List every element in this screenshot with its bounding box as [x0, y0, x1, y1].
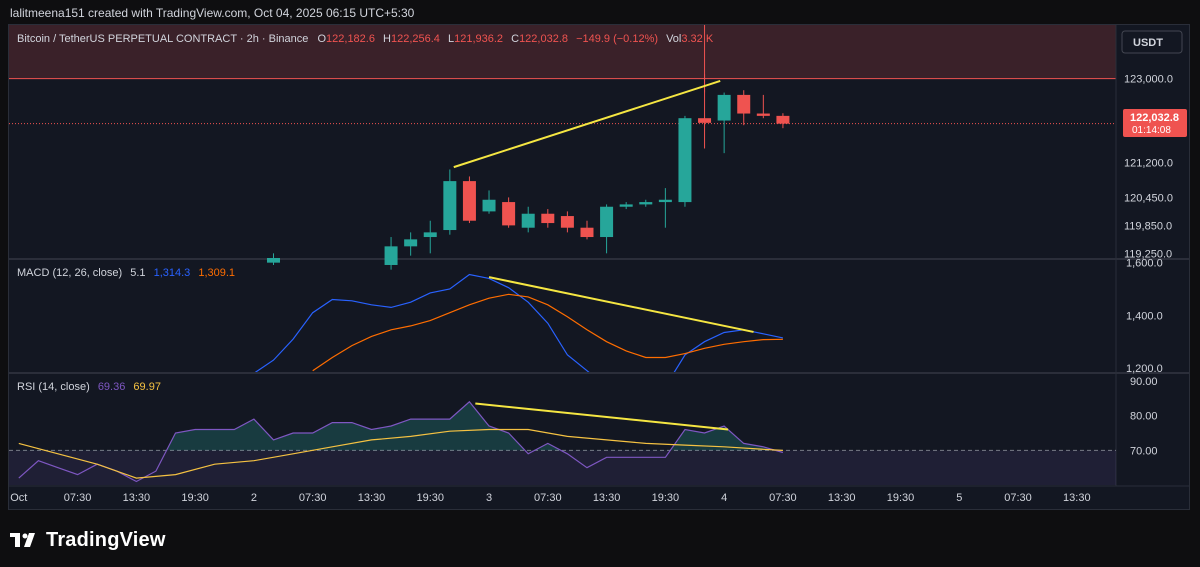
author-bar: lalitmeena151 created with TradingView.c… [0, 0, 1200, 24]
rsi-ma-value: 69.97 [133, 381, 161, 393]
time-tick-label-16: 5 [956, 492, 962, 504]
time-tick-label-6: 13:30 [358, 492, 386, 504]
time-tick-label-17: 07:30 [1004, 492, 1032, 504]
time-tick-label-12: 4 [721, 492, 727, 504]
tradingview-brand-name: TradingView [46, 528, 166, 551]
rsi-tick-label-1: 80.00 [1130, 411, 1158, 423]
macd-tick-label-0: 1,200.0 [1126, 363, 1163, 375]
macd-signal-line [312, 293, 783, 372]
high-label: H [383, 33, 391, 45]
price-tick-label-2: 120,450.0 [1124, 192, 1173, 204]
rsi-line [18, 400, 784, 483]
high-value: 122,256.4 [391, 33, 440, 45]
svg-text:RSI (14, close) 69.36: RSI (14, close) 69.36 69.97 [17, 381, 161, 393]
candle-body-8 [521, 213, 535, 228]
macd-signal-value: 1,309.1 [198, 267, 235, 279]
time-tick-label-14: 13:30 [828, 492, 856, 504]
macd-line [254, 273, 784, 372]
time-tick-label-1: 07:30 [64, 492, 92, 504]
candle-body-14 [639, 202, 653, 205]
change-value: −149.9 (−0.12%) [576, 33, 658, 45]
candle-body-1 [384, 246, 398, 265]
rsi-tick-label-0: 70.00 [1130, 445, 1158, 457]
currency-button-label[interactable]: USDT [1133, 37, 1163, 49]
candle-body-13 [619, 204, 633, 207]
price-tick-label-4: 123,000.0 [1124, 74, 1173, 86]
low-label: L [448, 33, 454, 45]
price-tick-label-3: 121,200.0 [1124, 157, 1173, 169]
time-tick-label-2: 13:30 [123, 492, 151, 504]
chart-svg[interactable]: 119,250.0 119,850.0 120,450.0 121,200.0 123,… [9, 25, 1189, 509]
time-tick-label-10: 13:30 [593, 492, 621, 504]
volume-value: 3.32 K [681, 33, 713, 45]
svg-text:MACD (12, 26, close) 5: MACD (12, 26, close) 5.1 1,314.3 1,309.1 [17, 267, 235, 279]
volume-label: Vol [666, 33, 681, 45]
time-tick-label-4: 2 [251, 492, 257, 504]
last-price-countdown: 01:14:08 [1132, 125, 1171, 136]
time-tick-label-11: 19:30 [652, 492, 680, 504]
candle-body-2 [404, 239, 418, 247]
candle-body-12 [600, 206, 614, 238]
time-tick-label-9: 07:30 [534, 492, 562, 504]
tradingview-logo[interactable]: TradingView [10, 527, 166, 553]
time-tick-label-15: 19:30 [887, 492, 915, 504]
rsi-value: 69.36 [98, 381, 126, 393]
rsi-trendline [475, 402, 729, 431]
rsi-legend-label: RSI (14, close) [17, 381, 90, 393]
chart-panel[interactable]: 119,250.0 119,850.0 120,450.0 121,200.0 123,… [8, 24, 1190, 510]
candle-body-7 [502, 202, 516, 226]
time-tick-label-0: Oct [10, 492, 27, 504]
currency-button[interactable] [1121, 30, 1183, 54]
macd-hist-value: 5.1 [130, 267, 145, 279]
candle-body-0 [267, 258, 281, 263]
macd-trendline [488, 276, 754, 333]
candle-body-9 [541, 213, 555, 224]
rsi-overbought-fill [166, 401, 776, 451]
candle-body-4 [443, 181, 457, 231]
symbol-title: Bitcoin / TetherUS PERPETUAL CONTRACT · … [17, 33, 308, 45]
macd-tick-label-2: 1,600.0 [1126, 258, 1163, 270]
macd-tick-label-1: 1,400.0 [1126, 310, 1163, 322]
tradingview-logo-icon [10, 533, 35, 547]
open-label: O [317, 33, 326, 45]
candle-body-11 [580, 227, 594, 238]
last-price-badge [1123, 109, 1187, 137]
macd-line-value: 1,314.3 [154, 267, 191, 279]
candle-body-16 [678, 118, 692, 203]
time-tick-label-3: 19:30 [181, 492, 209, 504]
candle-body-3 [423, 232, 437, 238]
price-tick-label-0: 119,250.0 [1124, 248, 1172, 260]
resistance-zone [9, 25, 1116, 79]
candle-body-17 [698, 118, 712, 123]
candle-body-18 [717, 94, 731, 121]
time-tick-label-8: 3 [486, 492, 492, 504]
time-tick-label-18: 13:30 [1063, 492, 1091, 504]
rsi-tick-label-2: 90.00 [1130, 376, 1158, 388]
close-value: 122,032.8 [519, 33, 568, 45]
candle-body-10 [560, 216, 574, 228]
candle-body-20 [756, 113, 770, 116]
candle-body-15 [658, 199, 672, 203]
time-tick-label-7: 19:30 [416, 492, 444, 504]
candle-body-5 [462, 181, 476, 221]
candle-body-21 [776, 115, 790, 124]
time-tick-label-13: 07:30 [769, 492, 797, 504]
svg-text:Bitcoin / TetherUS PERPETUAL C: Bitcoin / TetherUS PERPETUAL CONTRACT · … [17, 33, 714, 45]
candle-body-6 [482, 199, 496, 212]
macd-legend-label: MACD (12, 26, close) [17, 267, 122, 279]
close-label: C [511, 33, 519, 45]
price-trendline [453, 79, 721, 169]
rsi-band [9, 450, 1116, 485]
price-tick-label-1: 119,850.0 [1124, 220, 1172, 232]
rsi-ma-line [18, 428, 783, 479]
candle-body-19 [737, 94, 751, 114]
open-value: 122,182.6 [326, 33, 375, 45]
last-price-value: 122,032.8 [1130, 112, 1179, 124]
low-value: 121,936.2 [454, 33, 503, 45]
author-text: lalitmeena151 created with TradingView.c… [10, 6, 415, 20]
time-tick-label-5: 07:30 [299, 492, 327, 504]
